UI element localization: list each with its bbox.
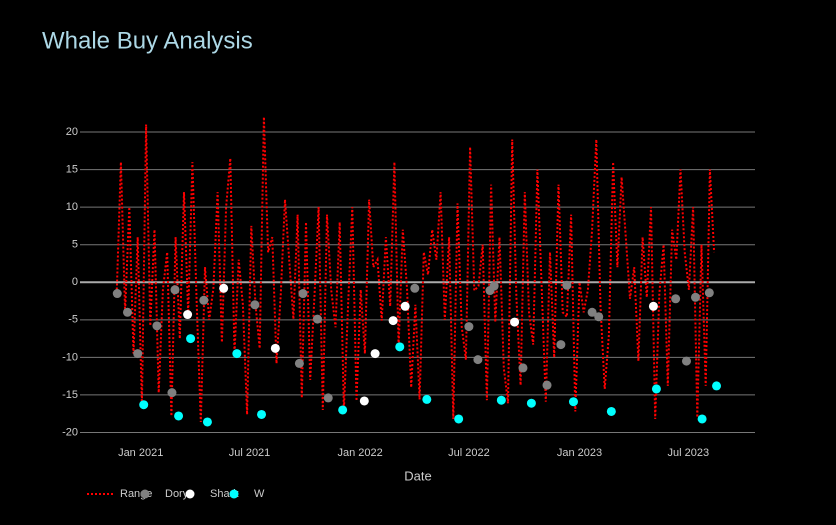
marker	[587, 307, 597, 317]
marker	[681, 356, 691, 366]
marker	[202, 417, 212, 427]
marker	[526, 398, 536, 408]
marker	[270, 343, 280, 353]
marker	[496, 395, 506, 405]
marker	[122, 307, 132, 317]
legend-swatch	[229, 489, 239, 499]
marker	[167, 388, 177, 398]
marker	[219, 283, 229, 293]
marker	[388, 316, 398, 326]
marker	[464, 322, 474, 332]
marker	[690, 292, 700, 302]
y-tick-label: 5	[72, 239, 78, 251]
marker	[298, 289, 308, 299]
marker	[410, 283, 420, 293]
y-tick-label: -15	[62, 389, 78, 401]
marker	[370, 349, 380, 359]
marker	[473, 355, 483, 365]
marker	[186, 334, 196, 344]
marker	[199, 295, 209, 305]
y-tick-label: 0	[72, 276, 78, 288]
marker	[294, 358, 304, 368]
marker	[170, 285, 180, 295]
marker	[323, 393, 333, 403]
marker	[651, 384, 661, 394]
marker	[712, 381, 722, 391]
chart-title: Whale Buy Analysis	[42, 27, 253, 54]
range-line	[115, 116, 716, 423]
marker	[556, 340, 566, 350]
marker	[359, 396, 369, 406]
marker	[568, 397, 578, 407]
x-tick-label: Jan 2023	[557, 447, 602, 459]
marker	[671, 294, 681, 304]
marker	[183, 310, 193, 320]
marker	[395, 342, 405, 352]
marker	[232, 349, 242, 359]
y-tick-label: -5	[68, 314, 78, 326]
marker	[422, 394, 432, 404]
marker	[510, 317, 520, 327]
y-tick-label: -10	[62, 351, 78, 363]
legend-label: W	[254, 488, 265, 500]
marker	[312, 314, 322, 324]
marker	[697, 414, 707, 424]
marker	[648, 301, 658, 311]
legend-label: Dory	[165, 488, 189, 500]
x-tick-label: Jul 2022	[448, 447, 490, 459]
x-tick-label: Jul 2023	[667, 447, 709, 459]
x-tick-label: Jan 2021	[118, 447, 163, 459]
x-tick-label: Jul 2021	[229, 447, 271, 459]
marker	[139, 400, 149, 410]
marker	[174, 411, 184, 421]
x-axis-title: Date	[404, 468, 431, 483]
marker	[133, 349, 143, 359]
marker	[112, 289, 122, 299]
marker	[594, 312, 604, 322]
marker	[606, 406, 616, 416]
marker	[257, 409, 267, 419]
marker	[338, 405, 348, 415]
y-tick-label: -20	[62, 426, 78, 438]
y-tick-label: 10	[66, 201, 78, 213]
marker	[542, 380, 552, 390]
x-tick-label: Jan 2022	[337, 447, 382, 459]
y-tick-label: 15	[66, 163, 78, 175]
marker	[152, 321, 162, 331]
marker	[454, 414, 464, 424]
legend-swatch	[140, 489, 150, 499]
marker	[704, 288, 714, 298]
marker	[562, 280, 572, 290]
marker	[400, 301, 410, 311]
marker	[518, 363, 528, 373]
marker	[250, 300, 260, 310]
marker	[489, 281, 499, 291]
legend-swatch	[185, 489, 195, 499]
y-tick-label: 20	[66, 126, 78, 138]
